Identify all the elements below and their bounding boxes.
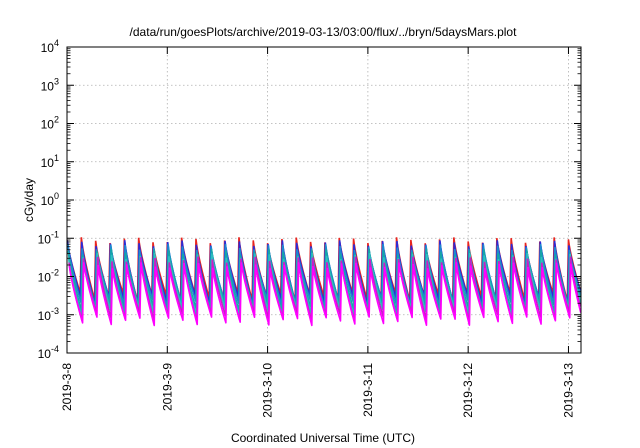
x-axis-label: Coordinated Universal Time (UTC)	[231, 431, 415, 445]
y-tick-label: 100	[41, 191, 59, 208]
y-tick-label: 10-3	[38, 306, 59, 323]
x-tick-label: 2019-3-11	[361, 363, 375, 417]
x-tick-labels: 2019-3-8 2019-3-9 2019-3-10 2019-3-11 2019-3…	[60, 363, 575, 418]
x-tick-label: 2019-3-10	[261, 363, 275, 418]
series-group	[67, 237, 581, 327]
x-tick-label: 2019-3-8	[60, 363, 74, 411]
x-tick-label: 2019-3-9	[160, 363, 174, 411]
y-tick-label: 101	[41, 153, 59, 170]
y-tick-label: 10-1	[38, 229, 59, 246]
y-tick-labels: 104 103 102 101 100 10-1 10-2 10-3 10-4	[38, 38, 59, 361]
axis-ticks	[66, 46, 581, 354]
y-tick-label: 10-4	[38, 344, 59, 361]
y-axis-label: cGy/day	[22, 178, 36, 222]
y-tick-label: 103	[41, 76, 59, 93]
y-tick-label: 10-2	[38, 268, 59, 285]
chart-title: /data/run/goesPlots/archive/2019-03-13/0…	[130, 25, 518, 39]
y-tick-label: 102	[41, 115, 59, 132]
x-tick-label: 2019-3-13	[561, 363, 575, 418]
y-tick-label: 104	[41, 38, 59, 55]
series-line	[68, 262, 581, 327]
x-tick-label: 2019-3-12	[461, 363, 475, 418]
